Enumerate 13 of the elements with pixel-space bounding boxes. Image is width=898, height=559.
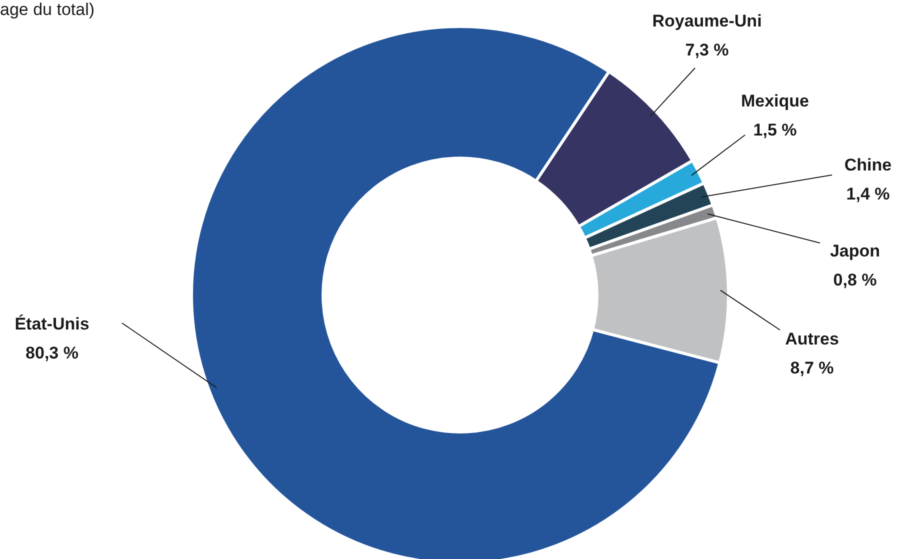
data-label: 80,3 % [26, 344, 78, 363]
slice-label: Mexique [740, 92, 810, 111]
data-label: 8,7 % [790, 358, 834, 378]
slice-label: Royaume-Uni [652, 12, 762, 31]
data-label: 1,4 % [846, 184, 890, 204]
chart-title: age du total) [0, 0, 95, 20]
slice-label: État-Unis [14, 314, 90, 334]
slice-label: Japon [830, 242, 880, 261]
slice-label: Autres [785, 330, 839, 349]
slice-label: Chine [844, 156, 892, 175]
data-label: 7,3 % [685, 40, 729, 60]
data-label: 0,8 % [833, 270, 877, 290]
data-label: 1,5 % [753, 120, 797, 140]
